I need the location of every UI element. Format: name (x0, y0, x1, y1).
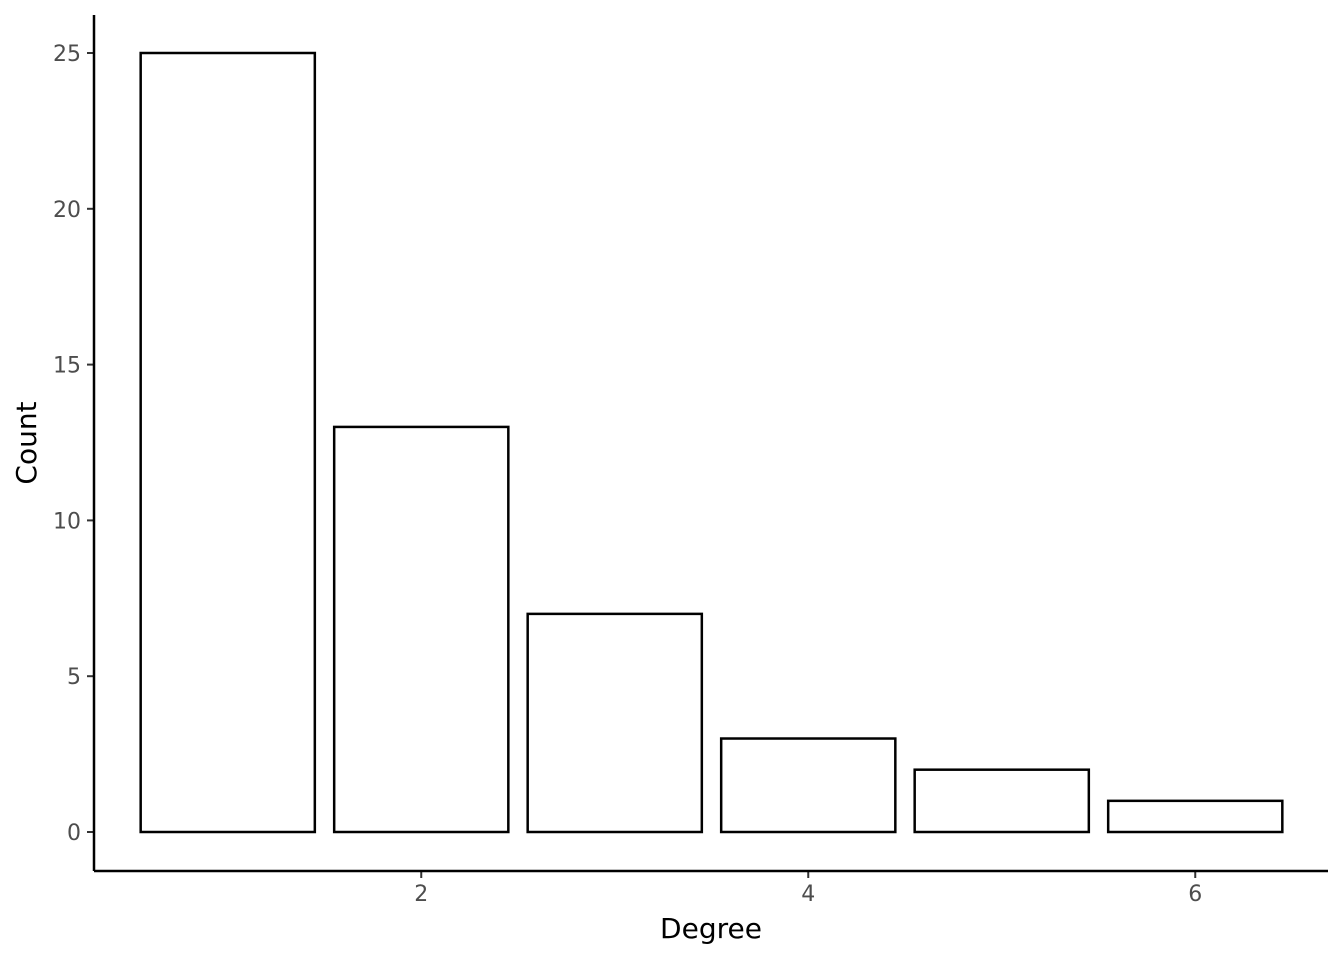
bars-group (139, 51, 1284, 834)
x-axis-title: Degree (660, 912, 762, 945)
bar-degree-6 (1106, 799, 1284, 834)
bar-degree-4 (719, 737, 897, 834)
y-tick-label-0: 0 (67, 821, 81, 846)
y-tick-label-5: 5 (67, 665, 81, 690)
bar-degree-5 (913, 768, 1091, 834)
x-tick-label-6: 6 (1188, 882, 1202, 907)
y-tick-label-20: 20 (53, 198, 81, 223)
x-tick-label-2: 2 (414, 882, 428, 907)
bar-degree-1 (139, 51, 317, 834)
bar-degree-3 (526, 612, 704, 834)
x-tick-label-4: 4 (801, 882, 815, 907)
y-axis-title: Count (10, 401, 43, 484)
x-axis-ticks: 2 4 6 (414, 871, 1202, 907)
y-tick-label-10: 10 (53, 509, 81, 534)
y-axis-ticks: 0 5 10 15 20 25 (53, 42, 94, 846)
y-tick-label-25: 25 (53, 42, 81, 67)
bar-degree-2 (332, 425, 510, 834)
y-tick-label-15: 15 (53, 354, 81, 379)
